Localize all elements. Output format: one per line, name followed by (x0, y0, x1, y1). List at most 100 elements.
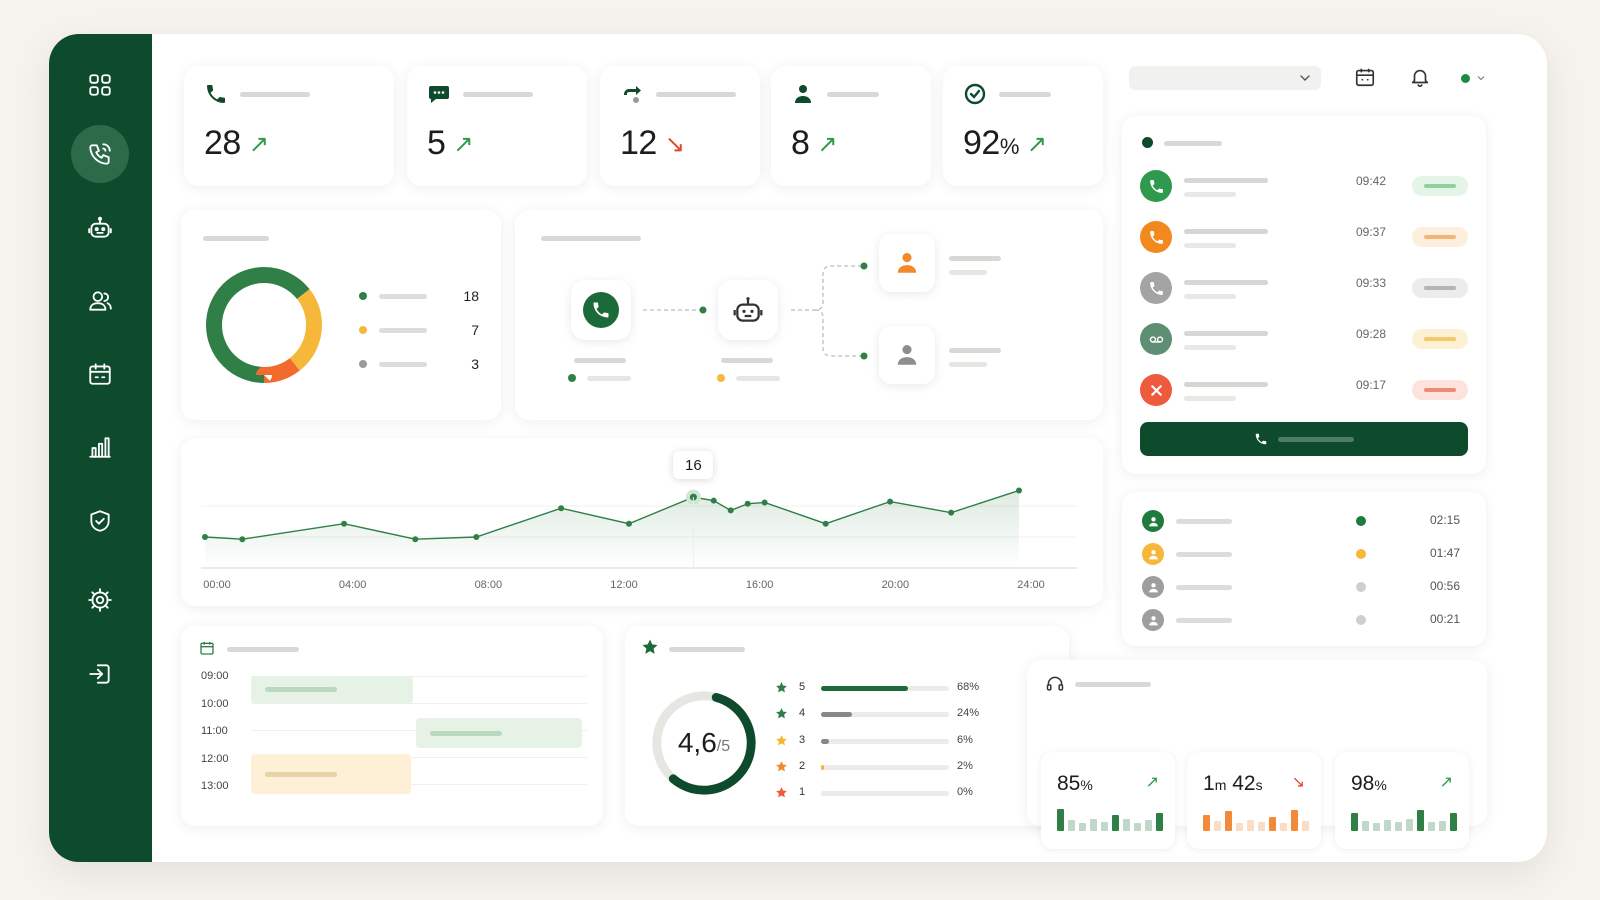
data-point (412, 536, 419, 543)
status-menu[interactable] (1461, 70, 1495, 86)
call-time: 09:42 (1356, 174, 1387, 188)
spark-bar (1156, 813, 1163, 831)
schedule-event[interactable] (416, 718, 582, 748)
star-icon (775, 760, 789, 774)
nav-calendar[interactable] (71, 345, 129, 403)
call-row[interactable]: 09:42 (1122, 170, 1486, 210)
stat-card-agents[interactable]: 8 ↗ (771, 66, 931, 186)
phone-icon (1140, 170, 1172, 202)
rating-bar-fill (821, 712, 852, 718)
flow-node-call[interactable] (571, 280, 631, 340)
call-status-badge (1412, 329, 1468, 349)
stat-value: 12 ↘ (620, 124, 685, 162)
stat-label-placeholder (463, 92, 533, 97)
spark-bar (1269, 816, 1276, 831)
spark-bar (1351, 813, 1358, 831)
period-select[interactable] (1129, 66, 1321, 90)
flow-label-placeholder (587, 376, 631, 381)
rating-star-number: 1 (799, 786, 806, 799)
donut-chart (206, 267, 322, 383)
trend-up-icon: ↗ (453, 131, 474, 158)
kpi-tile[interactable]: 85% ↗ (1041, 752, 1175, 849)
call-row[interactable]: 09:28 (1122, 323, 1486, 363)
calendar-button[interactable] (1354, 66, 1378, 90)
rating-star-number: 4 (799, 707, 806, 720)
nav-bots[interactable] (71, 199, 129, 257)
star-icon (775, 707, 789, 721)
call-status-badge (1412, 380, 1468, 400)
flow-node-queue[interactable] (879, 326, 935, 384)
rating-bar-track (821, 712, 949, 718)
x-tick-label: 08:00 (475, 579, 503, 591)
user-icon (897, 253, 917, 273)
agent-name-placeholder (1176, 585, 1232, 590)
flow-label-placeholder (574, 358, 626, 363)
flow-node-agent[interactable] (879, 234, 935, 292)
sidebar (49, 34, 152, 862)
legend-dot (359, 360, 367, 368)
agent-duration: 00:21 (1429, 612, 1460, 626)
schedule-event[interactable] (251, 754, 411, 794)
nav-security[interactable] (71, 492, 129, 550)
rating-card: 4,6/5 5 68% 4 24% 3 6% 2 2% 1 0% (625, 626, 1069, 826)
shield-icon (90, 510, 110, 532)
nav-logout[interactable] (71, 645, 129, 703)
agent-row[interactable]: 02:15 (1122, 510, 1486, 534)
legend-label-placeholder (379, 328, 427, 333)
notifications-button[interactable] (1409, 66, 1433, 90)
agent-row[interactable]: 00:56 (1122, 576, 1486, 600)
spark-bar (1090, 818, 1097, 831)
agent-status-dot (1356, 582, 1366, 592)
star-icon (775, 786, 789, 800)
donut-segment (206, 267, 322, 383)
agent-name-placeholder (1176, 519, 1232, 524)
schedule-event[interactable] (251, 676, 413, 703)
donut-segment (206, 267, 322, 383)
stat-card-transfers[interactable]: 12 ↘ (600, 66, 760, 186)
call-row[interactable]: 09:33 (1122, 272, 1486, 312)
nav-dashboard[interactable] (71, 56, 129, 114)
caller-name-placeholder (1184, 382, 1268, 387)
kpi-value: 98% (1351, 772, 1387, 795)
call-row[interactable]: 09:37 (1122, 221, 1486, 261)
legend-value: 7 (471, 322, 479, 338)
data-point (625, 520, 632, 527)
spark-bar (1236, 823, 1243, 831)
stat-card-resolution[interactable]: 92% ↗ (943, 66, 1103, 186)
nav-calls[interactable] (71, 125, 129, 183)
missed-call-icon (1140, 374, 1172, 406)
user-icon (791, 82, 815, 106)
user-icon (1142, 576, 1164, 598)
caller-detail-placeholder (1184, 396, 1236, 401)
grid-icon (89, 74, 111, 96)
spark-bar (1439, 821, 1446, 831)
new-call-button[interactable] (1140, 422, 1468, 456)
legend-dot (359, 326, 367, 334)
chevron-down-icon (1300, 75, 1310, 81)
call-time: 09:37 (1356, 225, 1387, 239)
agent-name-placeholder (1176, 552, 1232, 557)
spark-bar (1406, 818, 1413, 831)
spark-bar (1247, 820, 1254, 831)
kpi-tile[interactable]: 1m 42s ↘ (1187, 752, 1321, 849)
data-point (1016, 487, 1022, 494)
trend-up-icon: ↗ (1145, 774, 1159, 791)
hour-label: 10:00 (201, 697, 229, 710)
rating-bar-fill (821, 738, 829, 744)
caller-name-placeholder (1184, 331, 1268, 336)
nav-contacts[interactable] (71, 272, 129, 330)
nav-analytics[interactable] (71, 418, 129, 476)
rating-row: 2 2% (775, 760, 1055, 776)
caller-detail-placeholder (1184, 243, 1236, 248)
stat-card-calls[interactable]: 28 ↗ (184, 66, 394, 186)
nav-settings[interactable] (71, 571, 129, 629)
flow-node-bot[interactable] (718, 280, 778, 340)
stat-card-messages[interactable]: 5 ↗ (407, 66, 587, 186)
kpi-tile[interactable]: 98% ↗ (1335, 752, 1469, 849)
agent-row[interactable]: 00:21 (1122, 609, 1486, 633)
call-row[interactable]: 09:17 (1122, 374, 1486, 414)
agent-duration: 02:15 (1429, 513, 1460, 527)
flow-label-placeholder (721, 358, 773, 363)
spark-bar (1079, 823, 1086, 831)
agent-row[interactable]: 01:47 (1122, 543, 1486, 567)
